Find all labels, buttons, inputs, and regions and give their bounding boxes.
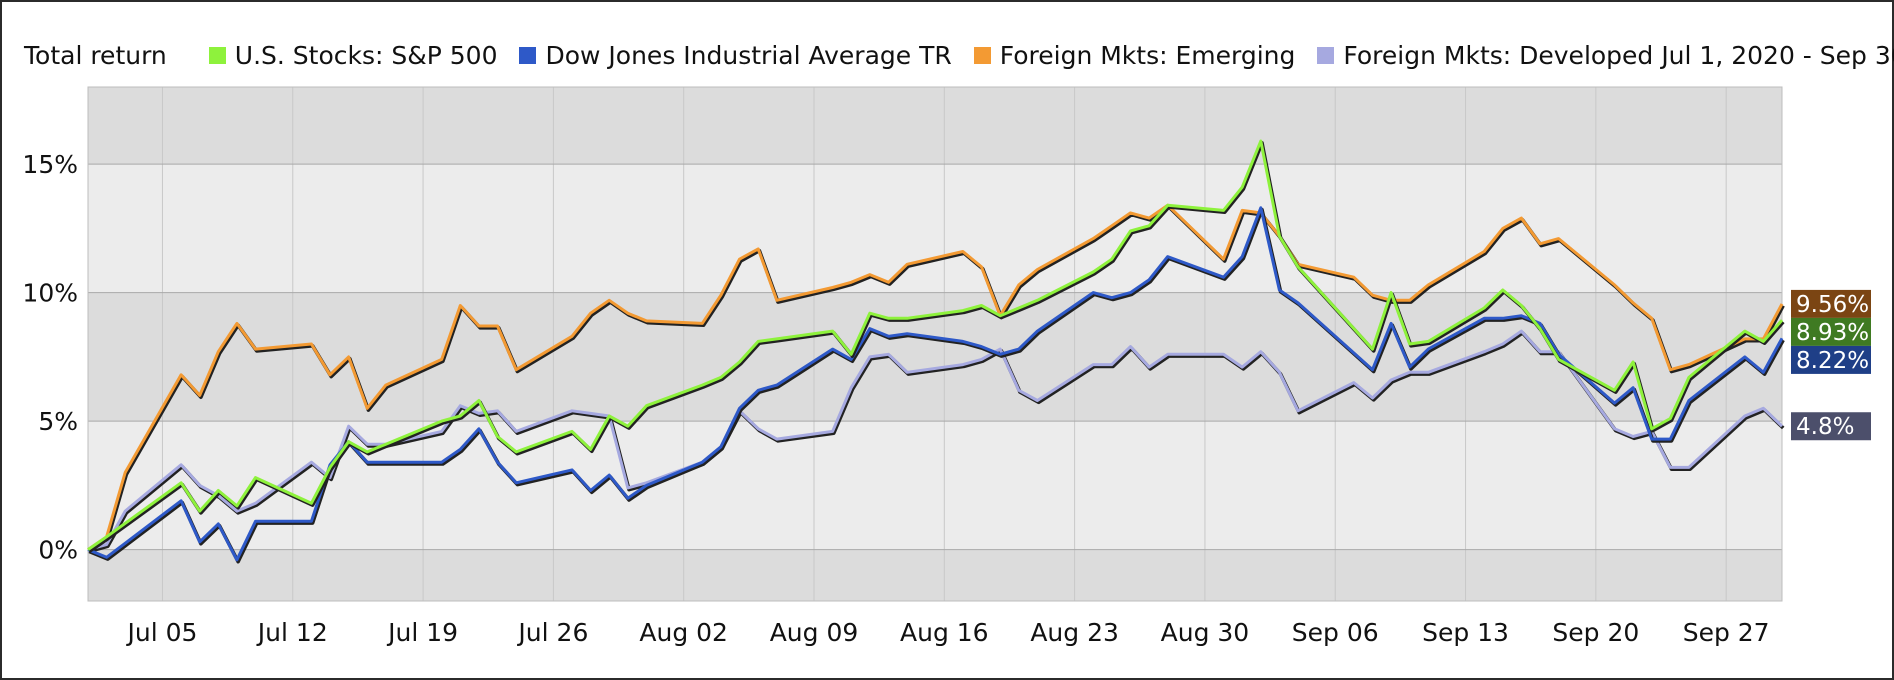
chart-title: Total return	[24, 40, 167, 70]
background-band-3	[88, 164, 1782, 293]
end-label-sp500: 8.93%	[1796, 320, 1869, 346]
legend-item-developed[interactable]: Foreign Mkts: Developed Jul 1, 2020 - Se…	[1317, 41, 1894, 70]
legend-label-developed: Foreign Mkts: Developed	[1343, 40, 1654, 70]
legend-swatch-emerging	[973, 46, 991, 64]
x-tick-label: Aug 09	[770, 618, 859, 647]
background-band-4	[88, 87, 1782, 165]
legend-item-emerging[interactable]: Foreign Mkts: Emerging	[973, 40, 1296, 70]
y-tick-label: 10%	[22, 279, 78, 308]
background-band-0	[88, 549, 1782, 601]
legend-swatch-sp500	[208, 46, 226, 64]
x-tick-label: Aug 02	[639, 618, 728, 647]
x-tick-label: Aug 30	[1161, 618, 1250, 647]
x-tick-label: Jul 19	[386, 618, 458, 647]
series-line-emerging	[87, 203, 1784, 551]
x-tick-label: Sep 27	[1683, 618, 1770, 647]
x-tick-label: Sep 13	[1422, 618, 1509, 647]
x-tick-label: Sep 06	[1292, 618, 1379, 647]
end-label-box-dow-jones	[1791, 345, 1871, 374]
series-line-sp500	[87, 139, 1784, 551]
x-tick-label: Sep 20	[1552, 618, 1639, 647]
series-line-dow-jones	[87, 206, 1784, 562]
end-label-box-sp500	[1791, 317, 1871, 346]
legend-label-sp500: U.S. Stocks: S&P 500	[234, 40, 498, 70]
x-tick-label: Aug 23	[1030, 618, 1119, 647]
legend-label-emerging: Foreign Mkts: Emerging	[999, 40, 1296, 70]
background-band-1	[88, 421, 1782, 550]
x-tick-label: Jul 26	[516, 618, 588, 647]
legend-swatch-dow-jones	[519, 46, 537, 64]
end-label-box-emerging	[1791, 289, 1871, 318]
date-range: Jul 1, 2020 - Sep 30, 2020	[1661, 40, 1894, 70]
legend-label-dow-jones: Dow Jones Industrial Average TR	[545, 40, 952, 70]
y-tick-label: 0%	[38, 536, 78, 565]
end-label-developed: 4.8%	[1796, 414, 1854, 440]
y-tick-label: 5%	[38, 407, 78, 436]
x-tick-label: Aug 16	[900, 618, 989, 647]
series-shadow-dow-jones	[88, 207, 1785, 564]
end-label-dow-jones: 8.22%	[1796, 348, 1869, 374]
legend-swatch-developed	[1317, 46, 1335, 64]
x-tick-label: Jul 05	[126, 618, 198, 647]
legend-item-sp500[interactable]: U.S. Stocks: S&P 500	[208, 40, 498, 70]
end-label-box-developed	[1791, 412, 1871, 441]
x-tick-label: Jul 12	[256, 618, 328, 647]
legend: Total return U.S. Stocks: S&P 500 Dow Jo…	[24, 38, 1894, 72]
legend-item-dow-jones[interactable]: Dow Jones Industrial Average TR	[519, 40, 952, 70]
end-label-emerging: 9.56%	[1796, 292, 1869, 318]
series-line-developed	[87, 329, 1784, 552]
y-tick-label: 15%	[22, 150, 78, 179]
